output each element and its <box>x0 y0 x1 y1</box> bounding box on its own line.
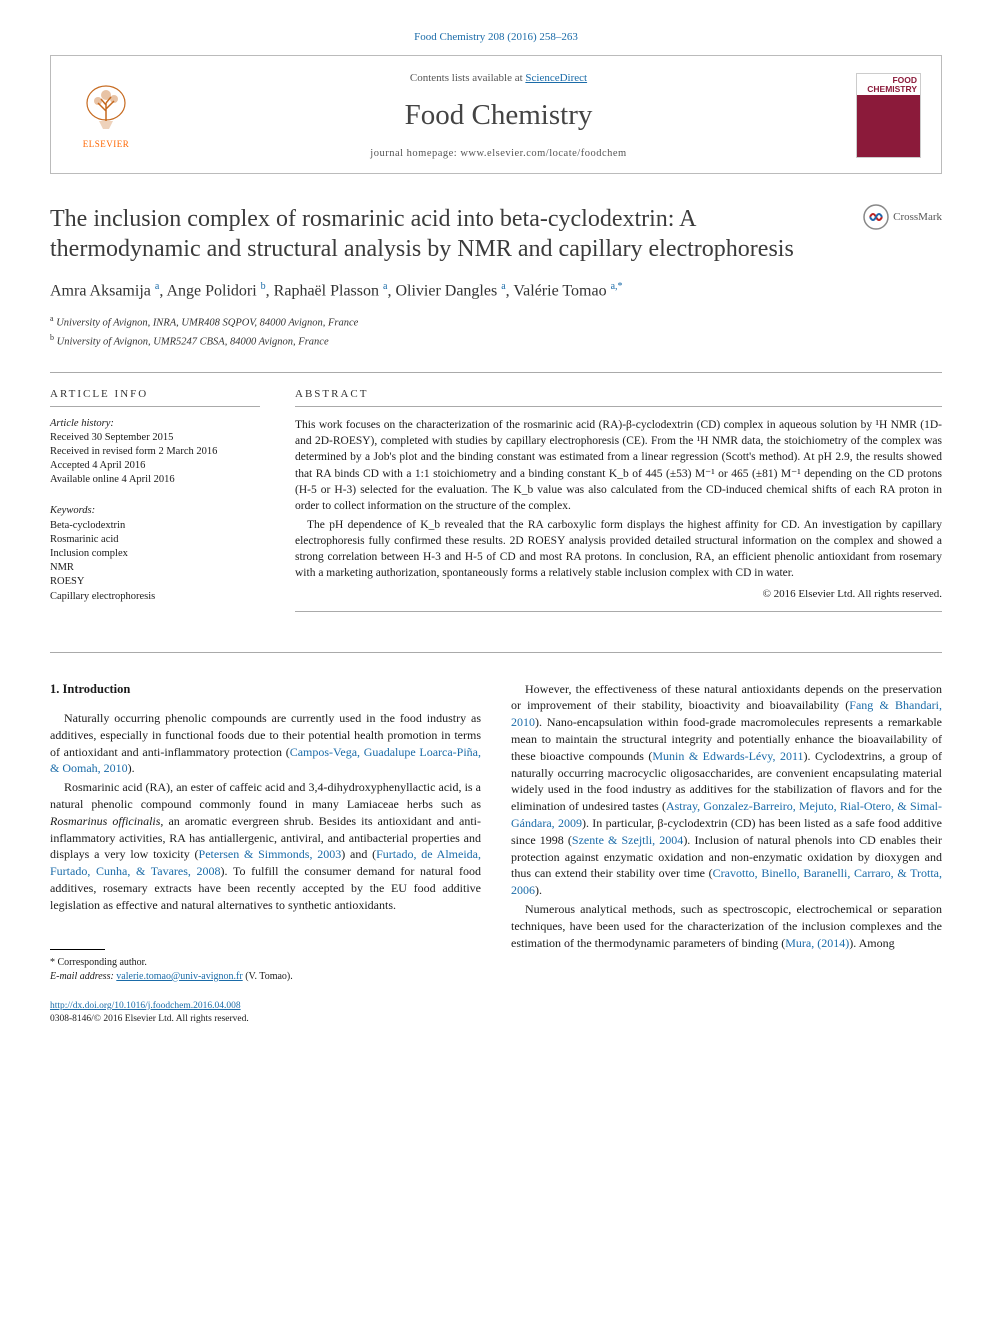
history-list: Received 30 September 2015Received in re… <box>50 431 260 488</box>
body-divider <box>50 652 942 653</box>
ref-link[interactable]: Petersen & Simmonds, 2003 <box>199 847 342 861</box>
elsevier-text: ELSEVIER <box>71 138 141 150</box>
issn-copyright: 0308-8146/© 2016 Elsevier Ltd. All right… <box>50 1014 249 1024</box>
corresponding-email: E-mail address: valerie.tomao@univ-avign… <box>50 970 481 984</box>
keywords-label: Keywords: <box>50 504 260 518</box>
article-info-panel: ARTICLE INFO Article history: Received 3… <box>50 387 260 622</box>
abstract-head: ABSTRACT <box>295 387 942 402</box>
crossmark-icon <box>863 204 889 230</box>
rule <box>50 372 942 373</box>
ref-link[interactable]: Mura, (2014) <box>785 936 849 950</box>
history-item: Accepted 4 April 2016 <box>50 459 260 473</box>
history-item: Received 30 September 2015 <box>50 431 260 445</box>
crossmark-label: CrossMark <box>893 210 942 225</box>
keyword-item: ROESY <box>50 575 260 589</box>
footnote-rule <box>50 949 105 950</box>
article-title: The inclusion complex of rosmarinic acid… <box>50 204 863 264</box>
doi-link[interactable]: http://dx.doi.org/10.1016/j.foodchem.201… <box>50 1001 241 1011</box>
sciencedirect-link[interactable]: ScienceDirect <box>525 72 587 84</box>
body-para: Naturally occurring phenolic compounds a… <box>50 710 481 777</box>
affiliation-line: b University of Avignon, UMR5247 CBSA, 8… <box>50 332 942 350</box>
ref-link[interactable]: Munin & Edwards-Lévy, 2011 <box>652 749 803 763</box>
abstract-p1: This work focuses on the characterizatio… <box>295 417 942 514</box>
authors-line: Amra Aksamija a, Ange Polidori b, Raphaë… <box>50 279 942 303</box>
page-footer: http://dx.doi.org/10.1016/j.foodchem.201… <box>50 1000 942 1027</box>
keywords-list: Beta-cyclodextrinRosmarinic acidInclusio… <box>50 519 260 604</box>
section-heading: 1. Introduction <box>50 681 481 699</box>
affiliations: a University of Avignon, INRA, UMR408 SQ… <box>50 313 942 350</box>
keyword-item: Beta-cyclodextrin <box>50 519 260 533</box>
body-para: Rosmarinic acid (RA), an ester of caffei… <box>50 779 481 913</box>
body-para: However, the effectiveness of these natu… <box>511 681 942 899</box>
contents-line: Contents lists available at ScienceDirec… <box>151 71 846 86</box>
keyword-item: Inclusion complex <box>50 547 260 561</box>
journal-cover-thumbnail[interactable]: FOOD CHEMISTRY <box>856 73 921 158</box>
homepage-link[interactable]: www.elsevier.com/locate/foodchem <box>460 148 626 159</box>
history-item: Available online 4 April 2016 <box>50 473 260 487</box>
journal-masthead: ELSEVIER Contents lists available at Sci… <box>50 55 942 174</box>
body-para: Numerous analytical methods, such as spe… <box>511 901 942 951</box>
keyword-item: Rosmarinic acid <box>50 533 260 547</box>
journal-name: Food Chemistry <box>151 96 846 135</box>
abstract-p2: The pH dependence of K_b revealed that t… <box>295 517 942 581</box>
keyword-item: NMR <box>50 561 260 575</box>
header-citation: Food Chemistry 208 (2016) 258–263 <box>50 30 942 45</box>
affiliation-line: a University of Avignon, INRA, UMR408 SQ… <box>50 313 942 331</box>
elsevier-tree-icon <box>79 81 134 136</box>
elsevier-logo[interactable]: ELSEVIER <box>71 81 141 150</box>
crossmark-badge[interactable]: CrossMark <box>863 204 942 230</box>
ref-link[interactable]: Szente & Szejtli, 2004 <box>572 833 683 847</box>
article-body: 1. Introduction Naturally occurring phen… <box>50 681 942 984</box>
article-info-head: ARTICLE INFO <box>50 387 260 402</box>
abstract-copyright: © 2016 Elsevier Ltd. All rights reserved… <box>295 587 942 602</box>
homepage-line: journal homepage: www.elsevier.com/locat… <box>151 147 846 161</box>
history-label: Article history: <box>50 417 260 431</box>
email-link[interactable]: valerie.tomao@univ-avignon.fr <box>116 971 242 982</box>
abstract-panel: ABSTRACT This work focuses on the charac… <box>295 387 942 622</box>
history-item: Received in revised form 2 March 2016 <box>50 445 260 459</box>
keyword-item: Capillary electrophoresis <box>50 590 260 604</box>
corresponding-author-note: * Corresponding author. <box>50 956 481 970</box>
footnotes: * Corresponding author. E-mail address: … <box>50 956 481 984</box>
